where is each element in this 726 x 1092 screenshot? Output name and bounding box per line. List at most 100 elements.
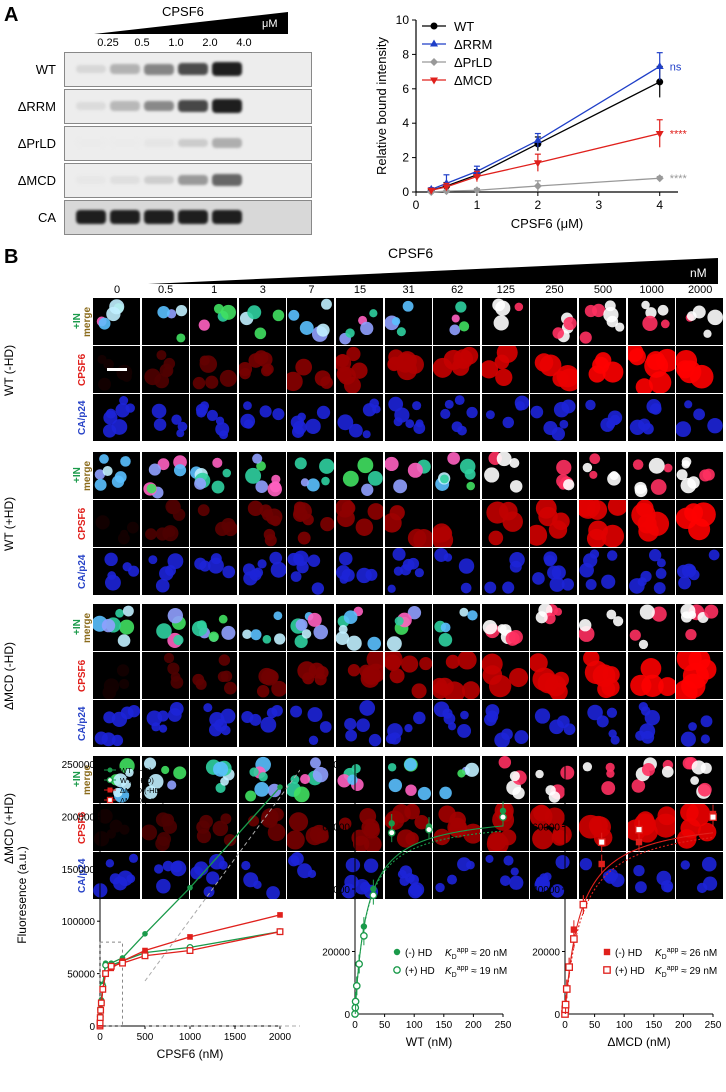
microscopy-spot <box>386 636 402 651</box>
series <box>427 119 664 195</box>
microscopy-spot <box>125 768 134 777</box>
x-tick-label: 50 <box>379 1020 391 1031</box>
microscopy-spot <box>488 674 512 698</box>
microscopy-spot <box>393 407 410 423</box>
microscopy-spot <box>271 474 281 484</box>
microscopy-tile <box>93 394 140 441</box>
microscopy-tile <box>530 652 578 699</box>
microscopy-tile <box>336 500 383 547</box>
microscopy-tile <box>190 756 238 803</box>
microscopy-spot <box>197 504 210 517</box>
microscopy-tile <box>579 756 626 803</box>
microscopy-tile <box>287 756 335 803</box>
microscopy-tile <box>190 852 238 899</box>
microscopy-spot <box>162 819 177 834</box>
microscopy-spot <box>508 875 524 890</box>
microscopy-tile <box>141 548 189 595</box>
microscopy-spot <box>221 725 231 736</box>
microscopy-spot <box>457 425 468 436</box>
microscopy-spot <box>127 704 140 718</box>
data-point <box>597 838 606 846</box>
microscopy-spot <box>196 828 212 844</box>
microscopy-spot <box>631 779 645 793</box>
microscopy-concentration-label: 250 <box>545 284 564 296</box>
microscopy-spot <box>97 808 113 824</box>
microscopy-spot <box>341 501 356 515</box>
microscopy-spot <box>312 582 325 595</box>
microscopy-tile <box>238 298 286 345</box>
microscopy-spot <box>214 303 224 314</box>
microscopy-row-label-text: merge <box>82 460 93 491</box>
microscopy-tile <box>190 346 238 393</box>
data-point <box>97 1006 105 1014</box>
x-tick-label: 0 <box>352 1020 358 1031</box>
microscopy-spot <box>640 730 654 744</box>
microscopy-tile <box>676 500 724 547</box>
microscopy-spot <box>115 608 124 618</box>
data-point <box>472 186 481 195</box>
x-tick-label: 100 <box>406 1020 423 1031</box>
microscopy-spot <box>160 765 169 775</box>
microscopy-concentration-label: 1000 <box>639 284 664 296</box>
microscopy-row-label: CPSF6 <box>72 500 92 547</box>
x-tick-label: 3 <box>595 198 602 212</box>
microscopy-spot <box>644 307 657 319</box>
microscopy-spot <box>300 321 315 335</box>
legend-marker <box>430 22 438 30</box>
microscopy-spot <box>444 399 454 409</box>
microscopy-tile <box>676 852 724 899</box>
microscopy-spot <box>249 713 262 726</box>
microscopy-spot <box>317 830 330 843</box>
data-point <box>142 947 148 954</box>
microscopy-spot <box>153 864 163 874</box>
data-point <box>655 174 664 183</box>
microscopy-spot <box>205 375 219 389</box>
microscopy-tile <box>676 346 724 393</box>
microscopy-spot <box>308 869 317 879</box>
microscopy-spot <box>582 762 593 772</box>
microscopy-spot <box>196 403 209 416</box>
microscopy-spot <box>400 655 418 673</box>
microscopy-tile <box>676 298 724 345</box>
microscopy-tile <box>530 298 578 345</box>
microscopy-tile <box>336 298 383 345</box>
blot-band <box>178 99 208 113</box>
microscopy-spot <box>355 518 374 536</box>
microscopy-tile <box>141 452 189 499</box>
microscopy-spot <box>121 779 131 790</box>
microscopy-tile <box>627 548 675 595</box>
microscopy-spot <box>467 610 478 621</box>
data-point <box>276 928 284 936</box>
microscopy-tile <box>433 394 481 441</box>
microscopy-spot <box>298 531 312 545</box>
microscopy-spot <box>319 458 335 474</box>
microscopy-spot <box>451 314 460 323</box>
series <box>97 784 283 1029</box>
microscopy-spot <box>447 874 458 885</box>
microscopy-title: CPSF6 <box>388 245 434 261</box>
microscopy-spot <box>530 405 544 419</box>
microscopy-spot <box>661 765 674 778</box>
microscopy-spot <box>601 574 616 589</box>
microscopy-spot <box>164 565 176 576</box>
blot-row-label: ΔPrLD <box>17 136 56 151</box>
microscopy-spot <box>289 812 309 832</box>
microscopy-spot <box>345 729 358 742</box>
legend-label: (-) HD <box>615 948 642 959</box>
microscopy-tile <box>481 548 529 595</box>
legend-marker <box>603 948 611 956</box>
microscopy-tile <box>579 298 626 345</box>
microscopy-spot <box>634 881 647 894</box>
data-point <box>96 1014 104 1022</box>
microscopy-spot <box>122 605 134 617</box>
microscopy-concentration-label: 15 <box>353 284 367 296</box>
series-line <box>99 786 281 1027</box>
legend-marker <box>393 948 401 956</box>
microscopy-concentration-label: 125 <box>496 284 515 296</box>
data-point <box>369 891 378 900</box>
microscopy-tile <box>238 452 286 499</box>
microscopy-spot <box>433 828 451 846</box>
microscopy-spot <box>222 565 236 579</box>
microscopy-spot <box>262 634 271 644</box>
microscopy-spot <box>302 672 315 685</box>
